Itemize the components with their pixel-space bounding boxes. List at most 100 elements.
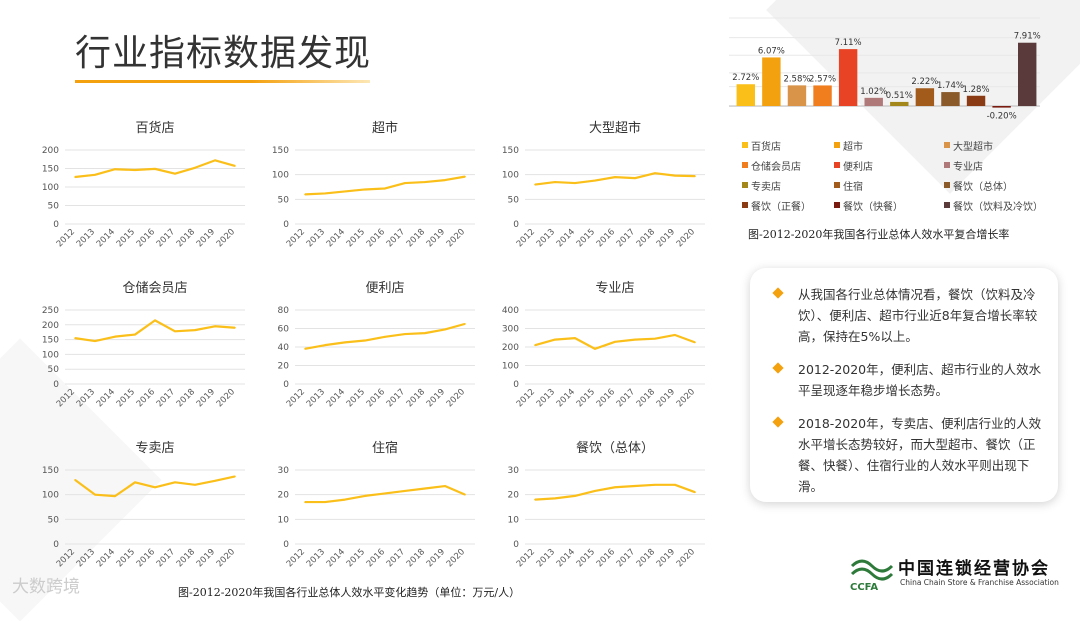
ccfa-logo-icon: CCFA — [850, 559, 894, 593]
data-point — [114, 168, 116, 171]
y-tick-label: 0 — [53, 540, 59, 550]
x-tick-label: 2015 — [575, 547, 597, 569]
data-point — [74, 176, 76, 178]
data-point — [154, 319, 156, 322]
y-tick-label: 200 — [42, 321, 59, 331]
x-tick-label: 2017 — [385, 387, 407, 409]
data-point — [444, 179, 446, 181]
x-tick-label: 2020 — [445, 227, 467, 249]
series-line — [304, 175, 466, 196]
x-tick-label: 2014 — [325, 387, 347, 409]
legend-swatch — [944, 142, 950, 148]
x-tick-label: 2016 — [365, 547, 387, 569]
legend-swatch — [742, 162, 748, 168]
finding-item: 2012-2020年，便利店、超市行业的人效水平呈现逐年稳步增长态势。 — [772, 359, 1042, 401]
chart-title: 餐饮（总体） — [576, 440, 654, 456]
x-tick-label: 2020 — [445, 387, 467, 409]
data-point — [554, 181, 556, 183]
y-tick-label: 100 — [502, 171, 519, 181]
legend-label: 超市 — [843, 141, 863, 153]
bar-data-label: 2.22% — [911, 77, 938, 87]
legend-item: 便利店 — [834, 156, 944, 174]
x-tick-label: 2016 — [135, 227, 157, 249]
x-tick-label: 2014 — [325, 547, 347, 569]
series-line — [74, 475, 236, 498]
y-tick-label: 0 — [283, 540, 289, 550]
bar — [762, 57, 781, 106]
data-point — [654, 337, 656, 340]
data-point — [634, 177, 636, 179]
bar — [992, 106, 1011, 108]
x-tick-label: 2020 — [215, 547, 237, 569]
data-point — [174, 172, 176, 175]
line-charts-caption: 图-2012-2020年我国各行业总体人效水平变化趋势（单位：万元/人） — [178, 586, 521, 599]
data-point — [214, 480, 216, 482]
x-tick-label: 2020 — [445, 547, 467, 569]
x-tick-label: 2017 — [385, 547, 407, 569]
data-point — [154, 486, 156, 489]
data-point — [594, 490, 596, 492]
x-tick-label: 2019 — [425, 547, 447, 569]
data-point — [554, 497, 556, 500]
y-tick-label: 50 — [278, 195, 290, 205]
legend-label: 仓储会员店 — [751, 161, 801, 173]
y-tick-label: 20 — [508, 491, 520, 501]
y-tick-label: 50 — [48, 365, 60, 375]
data-point — [304, 193, 306, 196]
y-tick-label: 10 — [508, 515, 520, 525]
x-tick-label: 2015 — [575, 227, 597, 249]
bar-data-label: 7.91% — [1014, 32, 1041, 42]
y-tick-label: 0 — [513, 220, 519, 230]
logo-english-name: China Chain Store & Franchise Associatio… — [900, 578, 1059, 587]
x-tick-label: 2013 — [535, 227, 557, 249]
bar-data-label: 6.07% — [758, 46, 785, 56]
x-tick-label: 2012 — [55, 227, 77, 249]
data-point — [304, 348, 306, 350]
x-tick-label: 2020 — [675, 387, 697, 409]
x-tick-label: 2020 — [215, 387, 237, 409]
x-tick-label: 2014 — [95, 387, 117, 409]
legend-swatch — [834, 142, 840, 148]
x-tick-label: 2020 — [675, 227, 697, 249]
finding-text: 2012-2020年，便利店、超市行业的人效水平呈现逐年稳步增长态势。 — [798, 362, 1042, 398]
x-tick-label: 2018 — [635, 227, 657, 249]
x-tick-label: 2017 — [155, 547, 177, 569]
legend-item: 百货店 — [742, 136, 834, 154]
y-tick-label: 100 — [42, 491, 59, 501]
data-point — [574, 182, 576, 184]
x-tick-label: 2012 — [285, 227, 307, 249]
legend-swatch — [944, 202, 950, 208]
x-tick-label: 2012 — [515, 387, 537, 409]
legend-label: 餐饮（快餐） — [843, 201, 903, 213]
finding-item: 2018-2020年，专卖店、便利店行业的人效水平增长态势较好，而大型超市、餐饮… — [772, 413, 1042, 497]
data-point — [94, 340, 96, 342]
y-tick-label: 30 — [278, 466, 290, 476]
legend-swatch — [944, 182, 950, 188]
y-tick-label: 10 — [278, 515, 290, 525]
x-tick-label: 2013 — [75, 547, 97, 569]
y-tick-label: 30 — [508, 466, 520, 476]
data-point — [574, 495, 576, 497]
bar — [966, 95, 986, 106]
x-tick-label: 2018 — [635, 387, 657, 409]
data-point — [234, 326, 236, 329]
x-tick-label: 2016 — [595, 547, 617, 569]
x-tick-label: 2015 — [115, 387, 137, 409]
bar-data-label: 2.57% — [809, 74, 836, 84]
x-tick-label: 2012 — [285, 547, 307, 569]
x-tick-label: 2015 — [345, 227, 367, 249]
x-tick-label: 2018 — [405, 227, 427, 249]
bar-data-label: -0.20% — [987, 112, 1017, 122]
data-point — [464, 493, 466, 496]
data-point — [634, 338, 636, 341]
bar-data-label: 2.72% — [732, 73, 759, 83]
data-point — [574, 337, 576, 339]
data-point — [404, 333, 406, 335]
data-point — [94, 173, 96, 176]
chart-title: 便利店 — [365, 281, 404, 296]
data-point — [404, 490, 406, 492]
bar — [838, 49, 858, 106]
data-point — [384, 187, 386, 190]
x-tick-label: 2018 — [175, 547, 197, 569]
data-point — [194, 166, 196, 169]
